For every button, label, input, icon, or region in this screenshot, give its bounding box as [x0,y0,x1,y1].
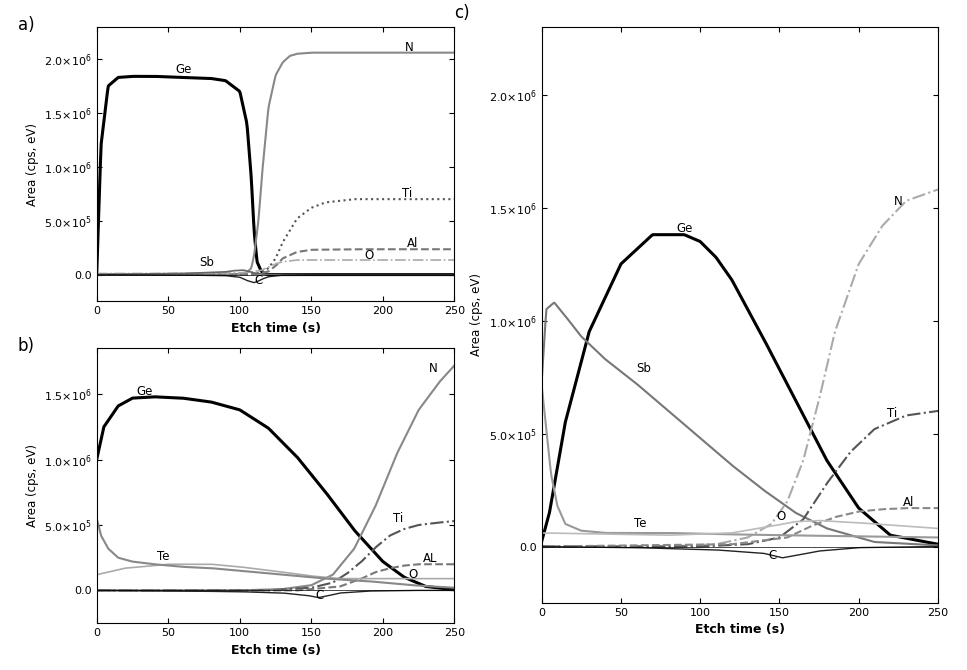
Text: Te: Te [157,550,169,563]
Text: N: N [428,362,437,375]
Text: Ti: Ti [888,407,897,420]
Text: C: C [315,589,324,602]
Y-axis label: Area (cps, eV): Area (cps, eV) [471,273,484,356]
Text: Ge: Ge [136,385,153,398]
Text: C: C [769,549,777,562]
Text: Ti: Ti [401,187,412,200]
Text: Sb: Sb [636,362,652,375]
Text: c): c) [454,4,470,21]
Text: Ge: Ge [175,64,191,76]
Text: Al: Al [407,237,419,250]
Text: N: N [404,41,413,54]
Text: Sb: Sb [200,256,215,269]
Text: Al: Al [903,496,915,509]
Text: O: O [365,249,373,262]
Y-axis label: Area (cps, eV): Area (cps, eV) [26,123,39,206]
Text: b): b) [18,338,35,355]
Text: Ti: Ti [393,512,403,525]
Text: a): a) [18,16,35,34]
Text: Te: Te [633,517,646,529]
Y-axis label: Area (cps, eV): Area (cps, eV) [26,444,39,527]
Text: AL: AL [423,552,437,565]
Text: O: O [409,567,418,581]
Text: Ge: Ge [676,222,692,234]
Text: C: C [254,274,262,287]
X-axis label: Etch time (s): Etch time (s) [230,322,321,335]
Text: N: N [894,194,902,208]
X-axis label: Etch time (s): Etch time (s) [230,643,321,657]
X-axis label: Etch time (s): Etch time (s) [694,623,785,636]
Text: O: O [777,510,785,523]
